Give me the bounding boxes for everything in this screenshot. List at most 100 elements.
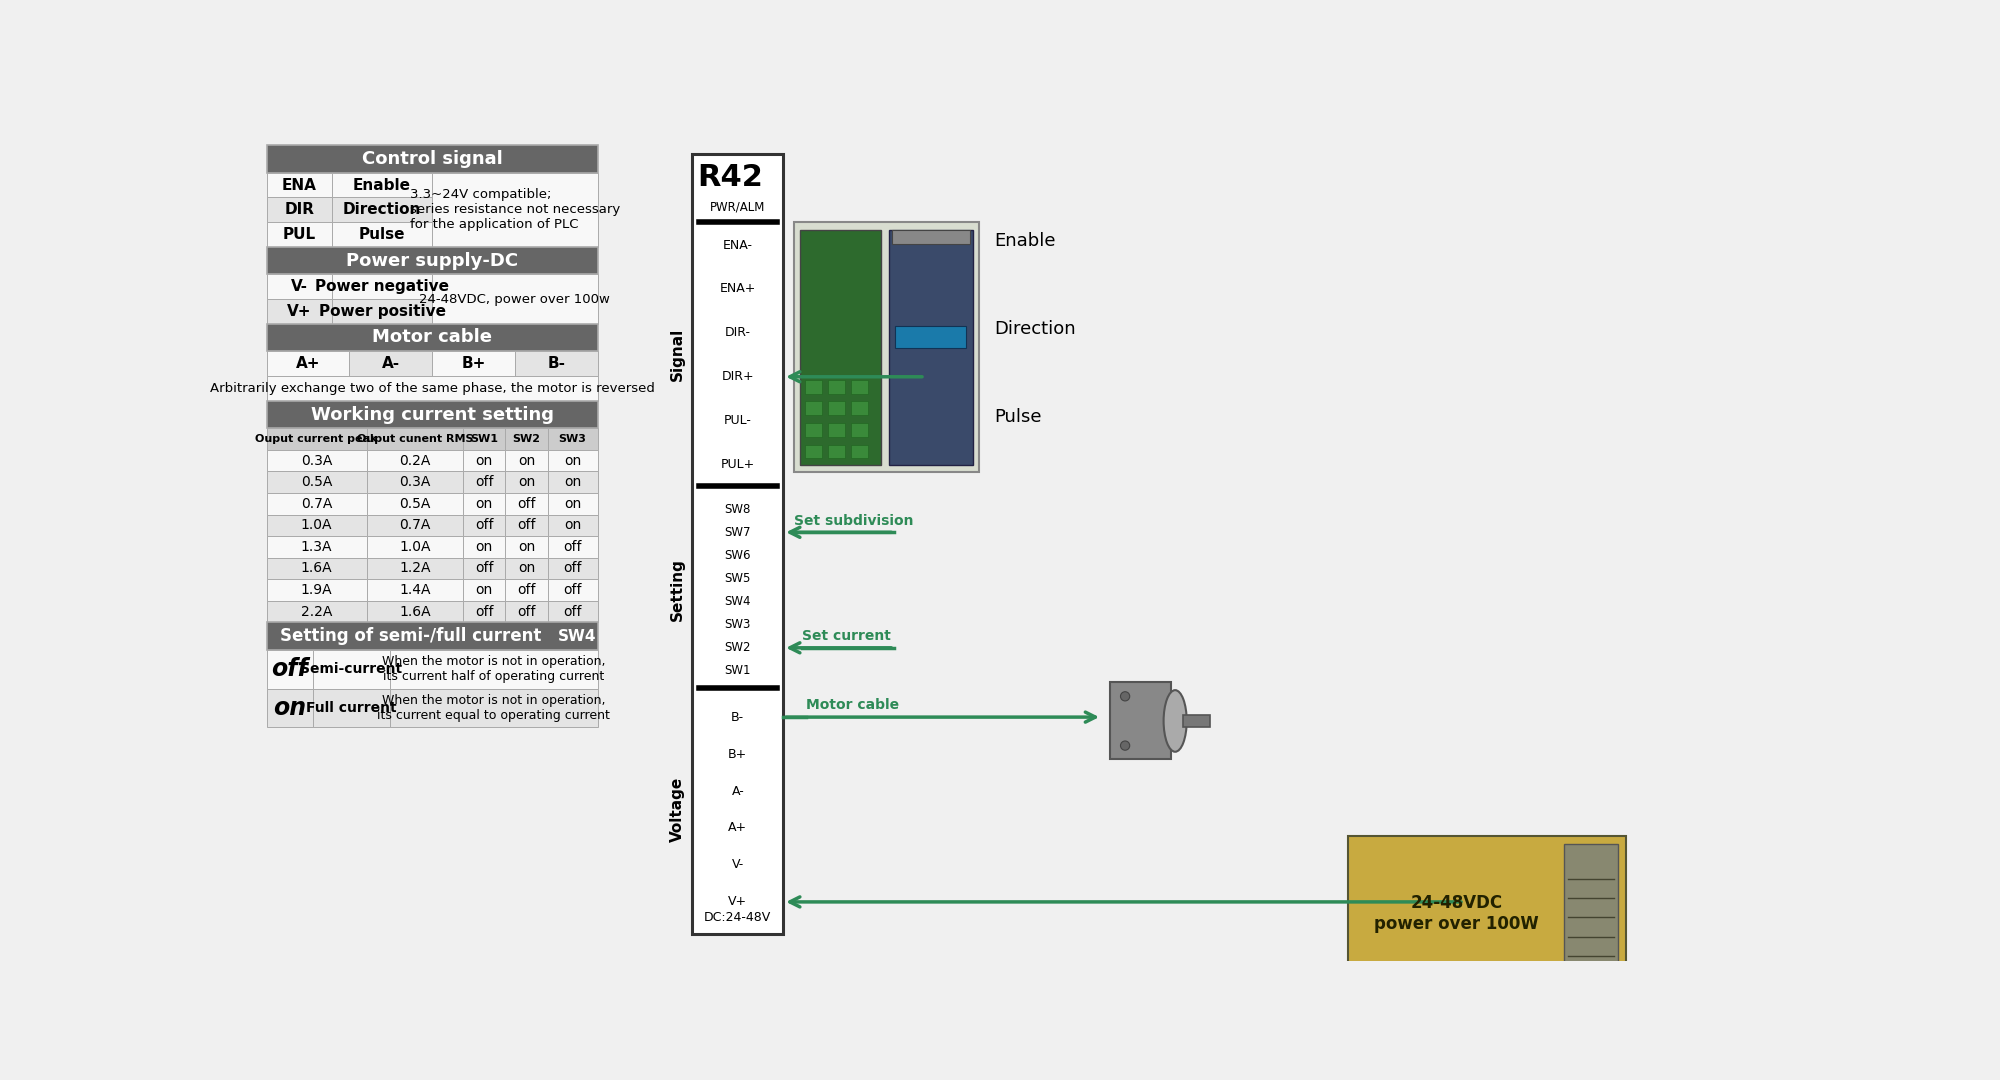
Text: SW4: SW4 xyxy=(558,629,596,644)
Text: Enable: Enable xyxy=(354,177,412,192)
Text: Working current setting: Working current setting xyxy=(310,405,554,423)
Text: off: off xyxy=(518,518,536,532)
Text: on: on xyxy=(518,562,536,576)
Text: A-: A- xyxy=(382,356,400,372)
Bar xyxy=(332,274,432,299)
Text: V+: V+ xyxy=(288,303,312,319)
Text: on: on xyxy=(476,497,492,511)
Bar xyxy=(462,579,506,600)
Bar xyxy=(548,472,598,494)
Text: SW2: SW2 xyxy=(724,642,752,654)
Bar xyxy=(432,351,514,376)
Bar xyxy=(548,494,598,514)
Bar xyxy=(266,536,366,557)
Text: off: off xyxy=(518,605,536,619)
Ellipse shape xyxy=(1120,741,1130,751)
Text: 3.3~24V compatible;
series resistance not necessary
for the application of PLC: 3.3~24V compatible; series resistance no… xyxy=(410,188,620,231)
Bar xyxy=(462,429,506,450)
Text: Set current: Set current xyxy=(802,630,890,644)
Bar xyxy=(266,622,598,650)
Text: 0.2A: 0.2A xyxy=(400,454,430,468)
Bar xyxy=(462,536,506,557)
Bar xyxy=(548,450,598,472)
Bar xyxy=(894,326,966,348)
Text: Direction: Direction xyxy=(994,320,1076,338)
Bar xyxy=(462,450,506,472)
Text: on: on xyxy=(564,454,582,468)
Bar xyxy=(266,376,598,401)
Bar xyxy=(506,450,548,472)
Bar xyxy=(266,274,332,299)
Bar xyxy=(266,650,312,689)
Bar xyxy=(462,514,506,536)
Text: A+: A+ xyxy=(296,356,320,372)
Bar xyxy=(804,402,822,416)
Bar xyxy=(366,536,462,557)
Text: off: off xyxy=(474,605,494,619)
Bar xyxy=(266,514,366,536)
Bar xyxy=(506,557,548,579)
Bar xyxy=(892,230,970,244)
Bar xyxy=(800,230,882,464)
Text: When the motor is not in operation,
its current equal to operating current: When the motor is not in operation, its … xyxy=(378,693,610,721)
Text: B+: B+ xyxy=(728,747,748,760)
Bar xyxy=(850,445,868,458)
Text: Motor cable: Motor cable xyxy=(806,699,898,713)
Text: off: off xyxy=(564,605,582,619)
Bar xyxy=(506,536,548,557)
Bar xyxy=(462,472,506,494)
Bar xyxy=(366,514,462,536)
Text: Signal: Signal xyxy=(670,328,684,381)
Text: 1.0A: 1.0A xyxy=(400,540,430,554)
Bar xyxy=(390,689,598,727)
Text: on: on xyxy=(564,497,582,511)
Bar xyxy=(1110,683,1172,759)
Bar xyxy=(1182,715,1210,727)
Bar xyxy=(266,246,598,274)
Bar xyxy=(366,600,462,622)
Bar xyxy=(850,380,868,394)
Text: on: on xyxy=(274,696,306,720)
Text: Setting: Setting xyxy=(670,558,684,621)
Text: 0.5A: 0.5A xyxy=(300,475,332,489)
Text: SW5: SW5 xyxy=(724,572,750,585)
Bar xyxy=(462,600,506,622)
Bar xyxy=(506,494,548,514)
Text: on: on xyxy=(564,475,582,489)
Text: off: off xyxy=(474,475,494,489)
Text: DIR-: DIR- xyxy=(724,326,750,339)
Bar xyxy=(266,579,366,600)
Bar xyxy=(548,579,598,600)
Text: 1.0A: 1.0A xyxy=(300,518,332,532)
Bar xyxy=(804,423,822,436)
Text: 1.4A: 1.4A xyxy=(400,583,430,597)
Text: ENA+: ENA+ xyxy=(720,283,756,296)
Text: Power positive: Power positive xyxy=(318,303,446,319)
Text: R42: R42 xyxy=(698,163,764,192)
Ellipse shape xyxy=(1164,690,1186,752)
Bar xyxy=(506,514,548,536)
Text: Power supply-DC: Power supply-DC xyxy=(346,252,518,270)
Text: When the motor is not in operation,
its current half of operating current: When the motor is not in operation, its … xyxy=(382,656,606,684)
Bar xyxy=(266,222,332,246)
Text: DIR: DIR xyxy=(284,202,314,217)
Text: off: off xyxy=(474,562,494,576)
Text: PUL-: PUL- xyxy=(724,414,752,428)
Bar xyxy=(850,402,868,416)
Text: SW7: SW7 xyxy=(724,526,752,539)
Text: Ouput current peak: Ouput current peak xyxy=(256,434,378,444)
Bar xyxy=(506,472,548,494)
Bar xyxy=(462,557,506,579)
Text: off: off xyxy=(518,497,536,511)
Text: Arbitrarily exchange two of the same phase, the motor is reversed: Arbitrarily exchange two of the same pha… xyxy=(210,382,654,395)
Text: 0.7A: 0.7A xyxy=(300,497,332,511)
Text: off: off xyxy=(518,583,536,597)
Text: 0.7A: 0.7A xyxy=(400,518,430,532)
Bar xyxy=(266,198,332,222)
Text: B-: B- xyxy=(548,356,566,372)
Text: Voltage: Voltage xyxy=(670,777,684,842)
Bar xyxy=(332,222,432,246)
Bar xyxy=(548,536,598,557)
Text: V-: V- xyxy=(732,859,744,872)
Text: A-: A- xyxy=(732,784,744,797)
